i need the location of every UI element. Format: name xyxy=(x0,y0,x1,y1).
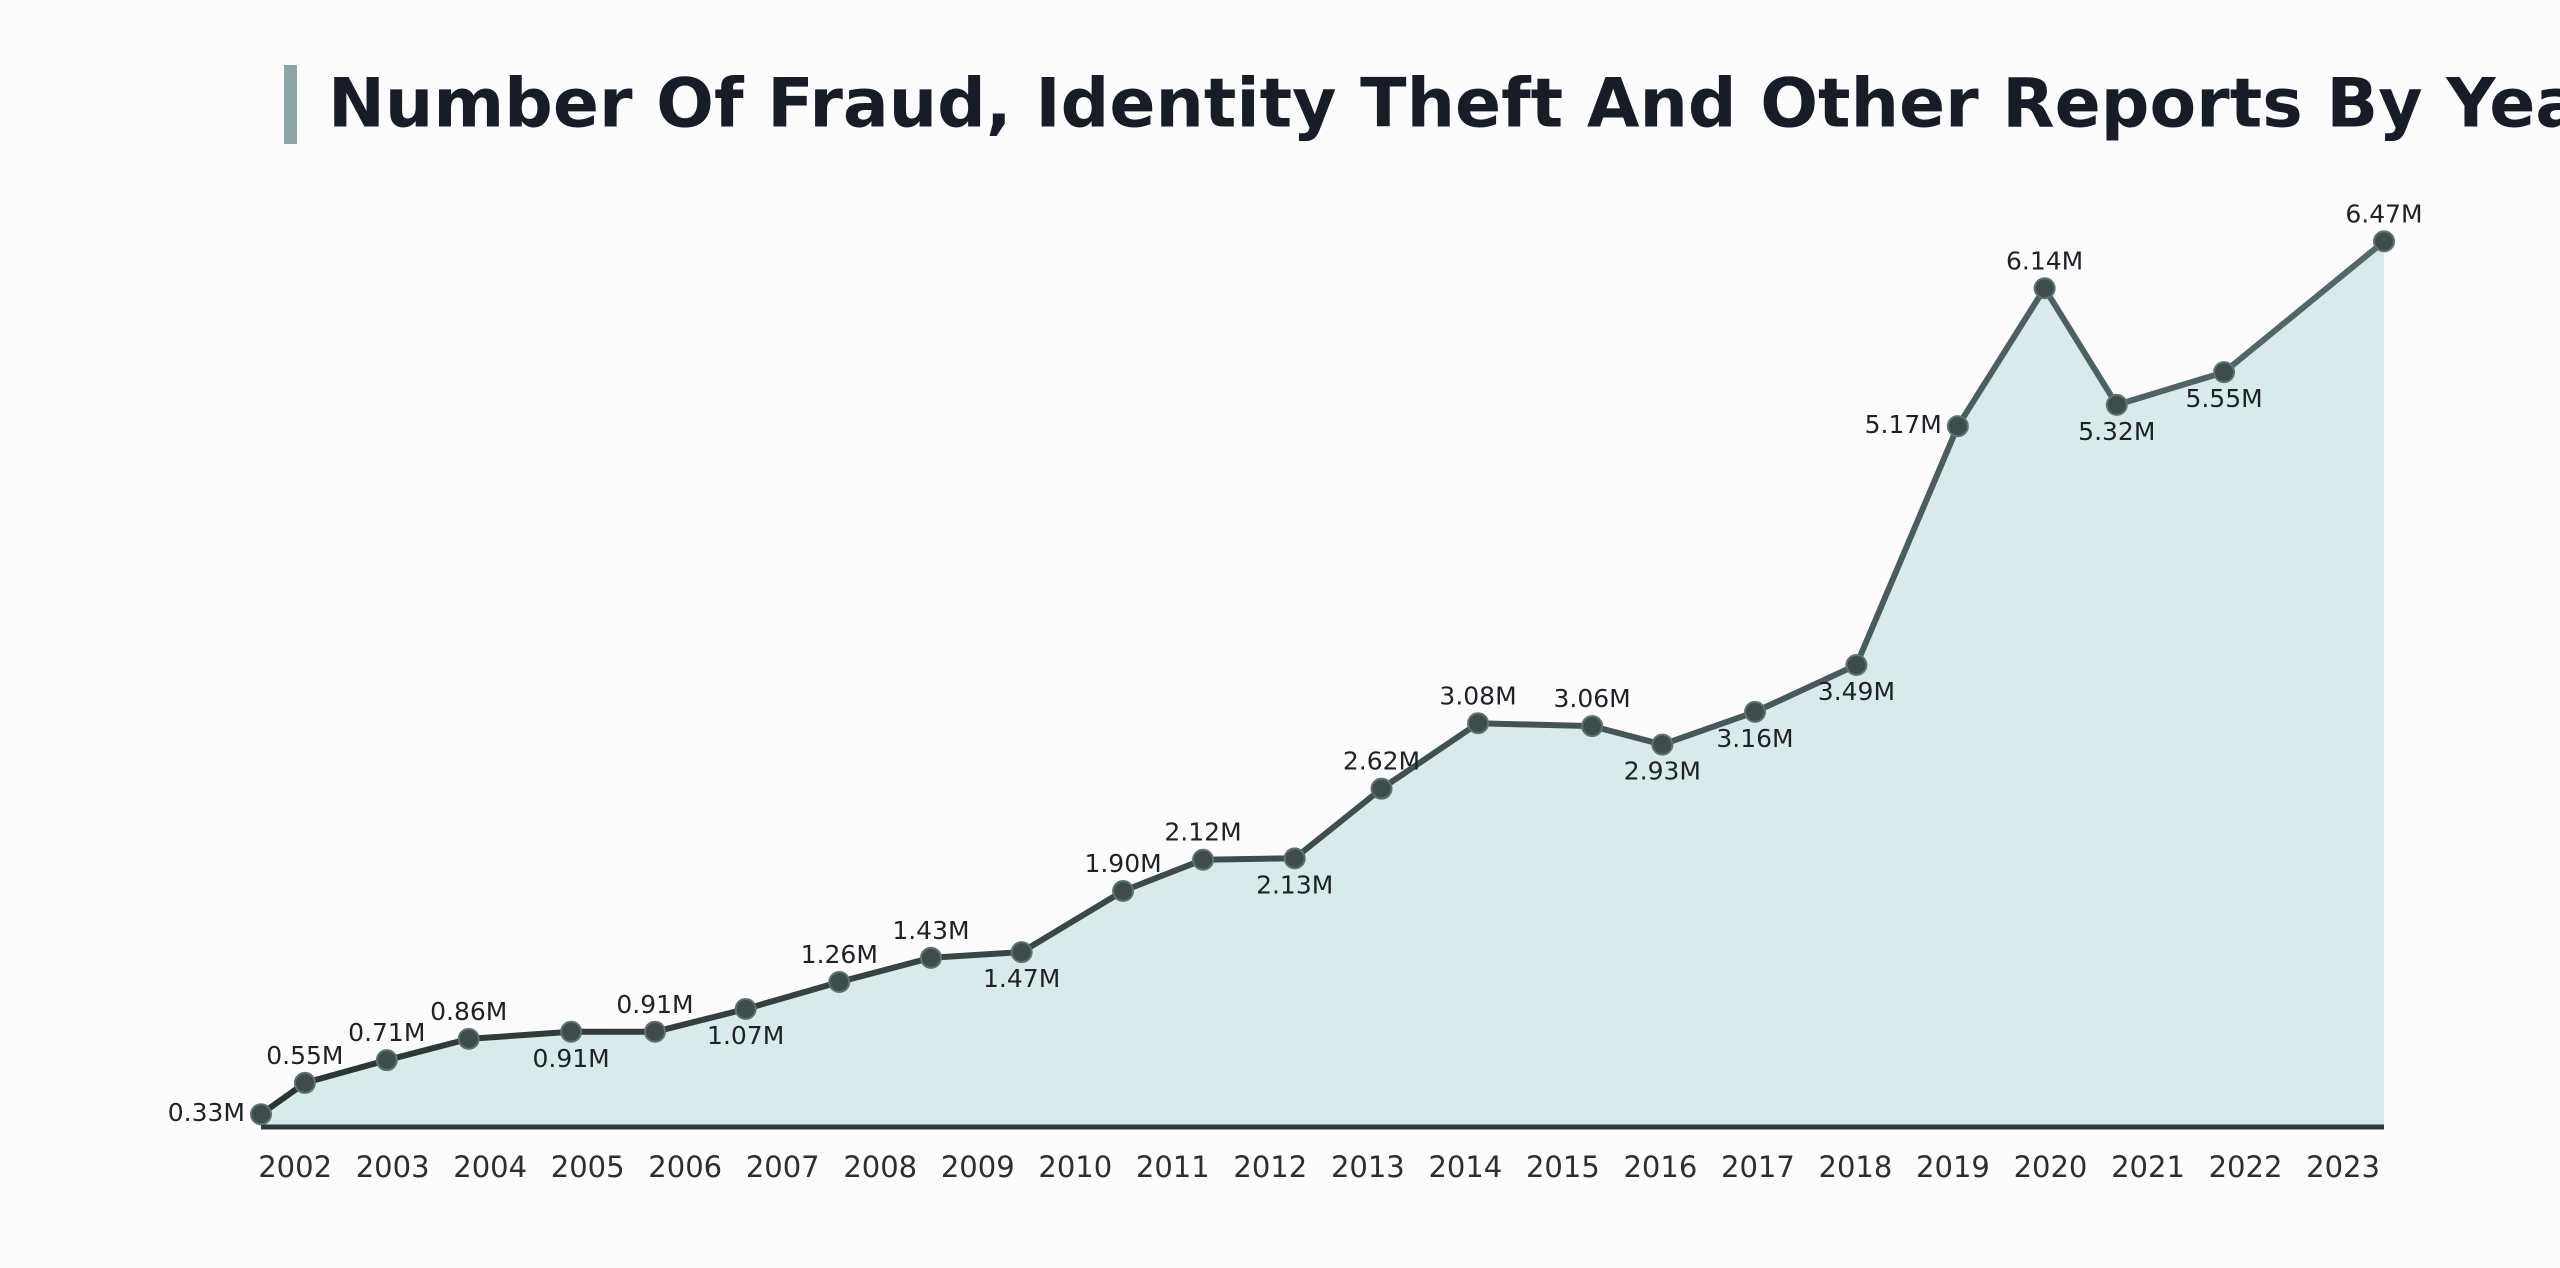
point xyxy=(2213,361,2236,384)
point xyxy=(1946,415,1969,438)
point xyxy=(2373,230,2395,253)
x-tick-label: 2014 xyxy=(1428,1150,1502,1184)
data-label: 2.13M xyxy=(1256,870,1333,899)
x-tick-label: 2016 xyxy=(1623,1150,1697,1184)
point xyxy=(1283,847,1306,870)
x-tick-label: 2013 xyxy=(1331,1150,1405,1184)
data-label: 3.08M xyxy=(1439,681,1516,710)
x-tick-label: 2018 xyxy=(1819,1150,1893,1184)
data-label: 0.91M xyxy=(532,1044,609,1073)
data-label: 0.55M xyxy=(266,1041,343,1070)
data-label: 6.14M xyxy=(2006,246,2083,275)
data-label: 5.17M xyxy=(1865,410,1942,439)
point xyxy=(1112,880,1135,903)
data-label: 1.26M xyxy=(801,940,878,969)
point xyxy=(457,1027,480,1050)
chart-title: Number Of Fraud, Identity Theft And Othe… xyxy=(328,65,2560,144)
point xyxy=(2105,393,2128,416)
data-label: 0.71M xyxy=(348,1018,425,1047)
x-tick-label: 2022 xyxy=(2209,1150,2283,1184)
data-label: 0.33M xyxy=(168,1098,245,1127)
point xyxy=(560,1020,583,1043)
point xyxy=(828,971,851,994)
data-label: 3.16M xyxy=(1716,724,1793,753)
data-label: 3.49M xyxy=(1818,677,1895,706)
data-label: 2.12M xyxy=(1164,818,1241,847)
point xyxy=(1192,848,1215,871)
x-tick-label: 2017 xyxy=(1721,1150,1795,1184)
x-tick-label: 2009 xyxy=(941,1150,1015,1184)
data-label: 2.93M xyxy=(1624,757,1701,786)
data-label: 3.06M xyxy=(1554,684,1631,713)
x-tick-label: 2023 xyxy=(2306,1150,2380,1184)
title-accent xyxy=(284,65,297,144)
point xyxy=(1370,777,1393,800)
data-label: 0.91M xyxy=(616,990,693,1019)
point xyxy=(643,1020,666,1043)
point xyxy=(1581,715,1604,738)
x-tick-label: 2015 xyxy=(1526,1150,1600,1184)
x-tick-label: 2005 xyxy=(551,1150,625,1184)
point xyxy=(734,998,757,1021)
data-label: 5.55M xyxy=(2185,384,2262,413)
data-label: 5.32M xyxy=(2078,417,2155,446)
data-label: 0.86M xyxy=(430,997,507,1026)
area xyxy=(261,241,2384,1127)
x-tick-label: 2019 xyxy=(1916,1150,1990,1184)
data-label: 1.47M xyxy=(983,964,1060,993)
x-tick-label: 2010 xyxy=(1038,1150,1112,1184)
point xyxy=(2033,277,2056,300)
data-label: 6.47M xyxy=(2345,199,2422,228)
point xyxy=(250,1103,272,1126)
x-tick-label: 2021 xyxy=(2111,1150,2185,1184)
point xyxy=(1651,733,1674,756)
x-tick-label: 2012 xyxy=(1233,1150,1307,1184)
x-tick-label: 2004 xyxy=(453,1150,527,1184)
point xyxy=(375,1049,398,1072)
x-tick-label: 2020 xyxy=(2014,1150,2088,1184)
data-label: 1.07M xyxy=(707,1021,784,1050)
point xyxy=(919,946,942,969)
x-tick-label: 2008 xyxy=(843,1150,917,1184)
x-tick-label: 2003 xyxy=(356,1150,430,1184)
point xyxy=(1010,941,1033,964)
data-label: 1.43M xyxy=(892,916,969,945)
point xyxy=(293,1071,316,1094)
x-tick-label: 2011 xyxy=(1136,1150,1210,1184)
point xyxy=(1743,700,1766,723)
data-label: 2.62M xyxy=(1343,747,1420,776)
line xyxy=(259,239,2386,1117)
data-label: 1.90M xyxy=(1084,849,1161,878)
point xyxy=(1467,712,1490,735)
x-tick-label: 2002 xyxy=(258,1150,332,1184)
point xyxy=(1845,653,1868,676)
x-tick-label: 2006 xyxy=(648,1150,722,1184)
x-tick-label: 2007 xyxy=(746,1150,820,1184)
